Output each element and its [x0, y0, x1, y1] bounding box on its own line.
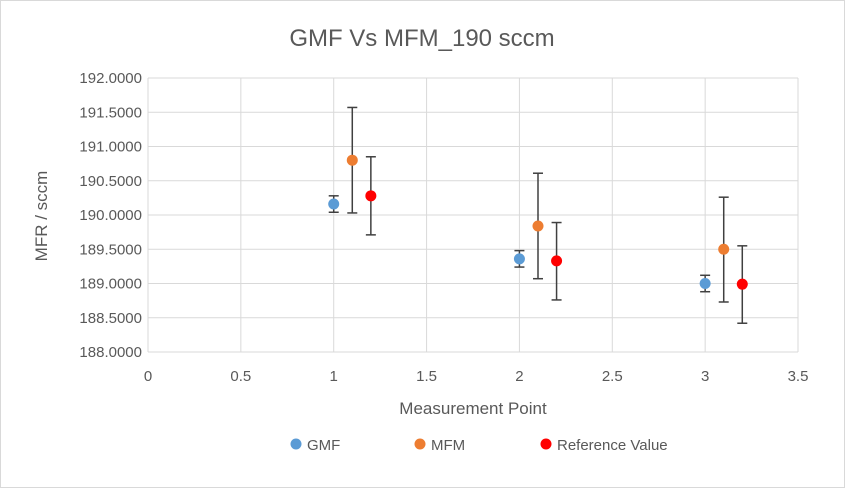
- y-tick-label: 189.5000: [79, 241, 142, 258]
- data-point: [551, 255, 563, 267]
- chart-title: GMF Vs MFM_190 sccm: [289, 25, 554, 52]
- series-gmf: [328, 195, 711, 293]
- legend-item: GMF: [290, 437, 340, 454]
- x-tick-label: 0: [144, 368, 152, 385]
- data-point: [736, 278, 748, 290]
- x-tick-label: 3: [701, 368, 709, 385]
- legend-label: Reference Value: [557, 437, 668, 454]
- x-tick-label: 1.5: [416, 368, 437, 385]
- data-point: [532, 220, 544, 232]
- series-mfm: [346, 106, 730, 303]
- gridlines: [147, 77, 799, 353]
- y-tick-label: 189.0000: [79, 276, 142, 293]
- data-point: [365, 190, 377, 202]
- x-axis-label: Measurement Point: [399, 399, 547, 418]
- x-tick-label: 2: [515, 368, 523, 385]
- x-tick-label: 3.5: [788, 368, 809, 385]
- y-axis-ticks: 188.0000 188.5000 189.0000 189.5000 190.0000…: [79, 70, 142, 361]
- legend-label: GMF: [307, 437, 340, 454]
- legend-label: MFM: [431, 437, 465, 454]
- data-point: [513, 253, 525, 265]
- y-tick-label: 191.5000: [79, 104, 142, 121]
- y-tick-label: 188.5000: [79, 310, 142, 327]
- y-axis-label: MFR / sccm: [32, 171, 51, 262]
- x-tick-label: 2.5: [602, 368, 623, 385]
- series-reference-value: [365, 156, 748, 324]
- data-point: [718, 243, 730, 255]
- y-tick-label: 191.0000: [79, 139, 142, 156]
- series-layer: [328, 106, 748, 324]
- legend: GMF MFM Reference Value: [290, 437, 668, 454]
- legend-marker: [414, 438, 426, 450]
- legend-marker: [290, 438, 302, 450]
- legend-item: Reference Value: [540, 437, 668, 454]
- y-tick-label: 188.0000: [79, 344, 142, 361]
- y-tick-label: 190.0000: [79, 207, 142, 224]
- legend-item: MFM: [414, 437, 465, 454]
- x-tick-label: 0.5: [230, 368, 251, 385]
- x-tick-label: 1: [330, 368, 338, 385]
- y-tick-label: 190.5000: [79, 173, 142, 190]
- data-point: [346, 154, 358, 166]
- legend-marker: [540, 438, 552, 450]
- data-point: [699, 278, 711, 289]
- x-axis-ticks: 0 0.5 1 1.5 2 2.5 3 3.5: [144, 368, 809, 385]
- data-point: [328, 198, 340, 210]
- y-tick-label: 192.0000: [79, 70, 142, 87]
